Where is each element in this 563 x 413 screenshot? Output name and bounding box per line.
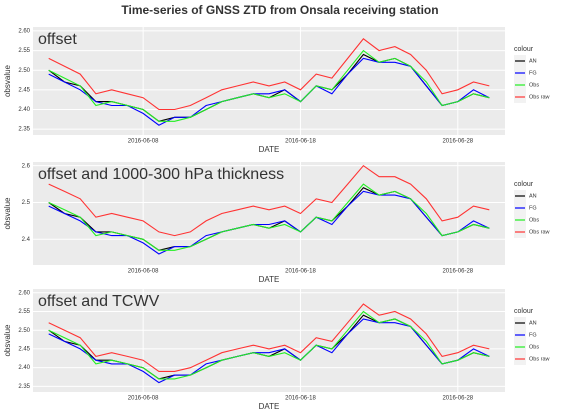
legend-title: colour — [514, 46, 534, 53]
y-tick-label: 2.35 — [18, 127, 30, 133]
y-axis-label: obsvalue — [3, 324, 12, 357]
y-tick-label: 2.45 — [18, 87, 30, 93]
x-axis-label: DATE — [259, 145, 280, 154]
legend-label: FG — [529, 205, 537, 211]
x-axis-label: DATE — [259, 275, 280, 284]
plot-background — [33, 27, 505, 135]
y-axis-label: obsvalue — [3, 64, 12, 97]
legend-label: Obs — [529, 82, 539, 88]
series-line — [48, 57, 490, 126]
y-tick-label: 2.60 — [18, 29, 30, 35]
series-line — [48, 38, 490, 111]
y-tick-label: 2.5 — [22, 200, 31, 206]
y-tick-label: 2.35 — [18, 384, 30, 390]
x-tick-label: 2016-06-28 — [442, 269, 473, 275]
series-line — [48, 183, 490, 251]
legend-label: Obs raw — [529, 229, 550, 235]
plot-background — [33, 289, 505, 392]
x-tick-label: 2016-06-18 — [285, 139, 316, 145]
legend-label: Obs — [529, 217, 539, 223]
legend-label: Obs raw — [529, 356, 550, 362]
y-axis-label: obsvalue — [3, 197, 12, 230]
x-tick-label: 2016-06-18 — [285, 269, 316, 275]
series-line — [48, 318, 490, 384]
x-tick-label: 2016-06-08 — [128, 396, 159, 402]
legend-label: Obs raw — [529, 94, 550, 100]
chart-title: Time-series of GNSS ZTD from Onsala rece… — [121, 3, 438, 17]
legend-label: AN — [529, 58, 537, 64]
panel-annotation: offset and 1000-300 hPa thickness — [38, 166, 284, 183]
series-line — [48, 310, 490, 380]
series-line — [48, 303, 490, 372]
y-tick-label: 2.50 — [18, 328, 30, 334]
series-line — [48, 49, 490, 122]
x-tick-label: 2016-06-28 — [442, 139, 473, 145]
x-axis-label: DATE — [259, 402, 280, 411]
y-tick-label: 2.4 — [22, 237, 31, 243]
panel-annotation: offset and TCWV — [38, 293, 160, 310]
series-line — [48, 164, 490, 237]
y-tick-label: 2.40 — [18, 107, 30, 113]
panel-annotation: offset — [38, 31, 77, 48]
series-line — [48, 190, 490, 255]
legend-title: colour — [514, 181, 534, 188]
legend-label: AN — [529, 193, 537, 199]
x-tick-label: 2016-06-18 — [285, 396, 316, 402]
legend-label: Obs — [529, 344, 539, 350]
y-tick-label: 2.50 — [18, 68, 30, 74]
y-tick-label: 2.6 — [22, 163, 31, 169]
legend-label: AN — [529, 320, 537, 326]
legend-label: FG — [529, 332, 537, 338]
x-tick-label: 2016-06-28 — [442, 396, 473, 402]
y-tick-label: 2.45 — [18, 347, 30, 353]
y-tick-label: 2.55 — [18, 309, 30, 315]
y-tick-label: 2.40 — [18, 365, 30, 371]
x-tick-label: 2016-06-08 — [128, 269, 159, 275]
x-tick-label: 2016-06-08 — [128, 139, 159, 145]
legend-label: FG — [529, 70, 537, 76]
y-tick-label: 2.60 — [18, 290, 30, 296]
y-tick-label: 2.55 — [18, 48, 30, 54]
legend-title: colour — [514, 308, 534, 315]
